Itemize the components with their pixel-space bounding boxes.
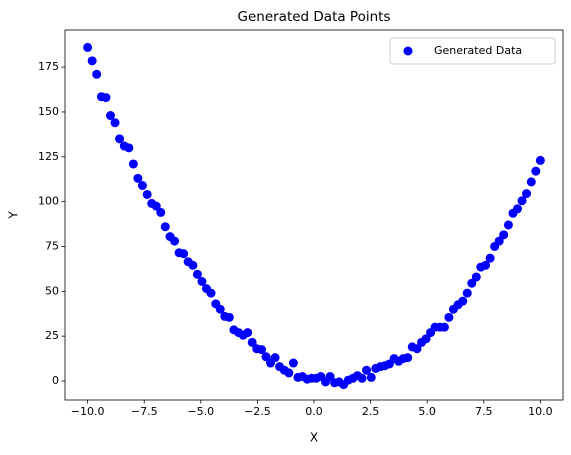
- y-tick-label: 125: [38, 150, 59, 163]
- data-point: [412, 344, 422, 354]
- data-point: [224, 312, 234, 322]
- data-point: [403, 353, 413, 363]
- data-point: [256, 345, 266, 355]
- data-point: [513, 204, 523, 214]
- data-point: [115, 134, 125, 144]
- data-point: [526, 177, 536, 187]
- data-point: [517, 196, 527, 206]
- data-point: [362, 365, 372, 375]
- x-tick-label: −5.0: [187, 405, 214, 418]
- legend-marker: [403, 46, 413, 56]
- data-point: [357, 373, 367, 383]
- data-point: [215, 304, 225, 314]
- data-point: [83, 42, 93, 52]
- data-point: [197, 276, 207, 286]
- data-point: [243, 328, 253, 338]
- data-point: [137, 180, 147, 190]
- x-tick-label: −10.0: [71, 405, 105, 418]
- data-point: [503, 220, 513, 230]
- data-point: [206, 288, 216, 298]
- x-tick-label: −2.5: [244, 405, 271, 418]
- data-point: [471, 272, 481, 282]
- y-tick-label: 150: [38, 105, 59, 118]
- data-point: [366, 372, 376, 382]
- data-point: [325, 372, 335, 382]
- data-point: [284, 368, 294, 378]
- data-point: [151, 201, 161, 211]
- data-point: [421, 334, 431, 344]
- data-point: [192, 269, 202, 279]
- data-point: [270, 353, 280, 363]
- data-point: [522, 189, 532, 199]
- data-point: [156, 207, 166, 217]
- data-point: [110, 118, 120, 128]
- legend-label: Generated Data: [434, 44, 522, 57]
- data-point: [288, 358, 298, 368]
- data-point: [499, 230, 509, 240]
- y-tick-label: 100: [38, 195, 59, 208]
- data-point: [128, 159, 138, 169]
- data-point: [439, 322, 449, 332]
- y-tick-label: 25: [45, 329, 59, 342]
- data-point: [87, 56, 97, 66]
- data-point: [170, 236, 180, 246]
- data-point: [531, 166, 541, 176]
- y-tick-label: 50: [45, 284, 59, 297]
- data-point: [485, 253, 495, 263]
- x-tick-label: 0.0: [305, 405, 323, 418]
- y-tick-label: 0: [52, 374, 59, 387]
- x-tick-label: 5.0: [418, 405, 436, 418]
- data-point: [142, 189, 152, 199]
- data-point: [101, 93, 111, 103]
- data-point: [467, 278, 477, 288]
- data-point: [481, 260, 491, 270]
- data-point: [535, 155, 545, 165]
- data-point: [133, 173, 143, 183]
- x-axis-label: X: [310, 431, 318, 445]
- x-tick-label: −7.5: [131, 405, 158, 418]
- data-point: [179, 249, 189, 259]
- data-point: [462, 288, 472, 298]
- legend: Generated Data: [389, 37, 556, 65]
- legend-frame: [389, 37, 556, 65]
- data-point: [160, 222, 170, 232]
- data-point: [261, 352, 271, 362]
- data-point: [247, 337, 257, 347]
- data-point: [444, 312, 454, 322]
- y-tick-label: 75: [45, 239, 59, 252]
- plot-frame: [64, 29, 564, 401]
- y-tick-label: 175: [38, 60, 59, 73]
- x-tick-label: 7.5: [475, 405, 493, 418]
- x-tick-label: 10.0: [528, 405, 553, 418]
- x-tick-label: 2.5: [362, 405, 380, 418]
- chart-title: Generated Data Points: [238, 9, 391, 25]
- data-point: [105, 111, 115, 121]
- data-point: [458, 296, 468, 306]
- y-axis-label: Y: [7, 211, 21, 220]
- data-point: [188, 260, 198, 270]
- data-point: [494, 236, 504, 246]
- data-point: [124, 143, 134, 153]
- data-point: [92, 69, 102, 79]
